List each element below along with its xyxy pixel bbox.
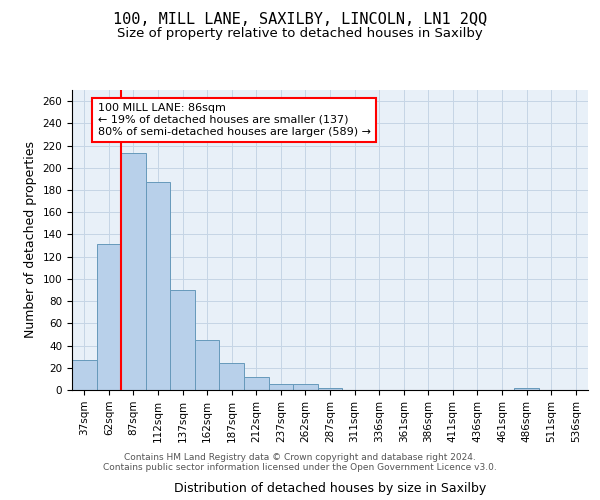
Text: 100 MILL LANE: 86sqm
← 19% of detached houses are smaller (137)
80% of semi-deta: 100 MILL LANE: 86sqm ← 19% of detached h… — [98, 104, 371, 136]
Text: Contains HM Land Registry data © Crown copyright and database right 2024.
Contai: Contains HM Land Registry data © Crown c… — [103, 453, 497, 472]
Bar — [514, 388, 539, 390]
Bar — [195, 340, 220, 390]
Bar — [97, 244, 121, 390]
Y-axis label: Number of detached properties: Number of detached properties — [24, 142, 37, 338]
Text: 100, MILL LANE, SAXILBY, LINCOLN, LN1 2QQ: 100, MILL LANE, SAXILBY, LINCOLN, LN1 2Q… — [113, 12, 487, 28]
Bar — [244, 376, 269, 390]
Bar — [170, 290, 195, 390]
Bar — [220, 364, 244, 390]
Bar — [72, 360, 97, 390]
Bar — [269, 384, 293, 390]
Bar — [318, 388, 342, 390]
Bar — [121, 154, 146, 390]
Text: Size of property relative to detached houses in Saxilby: Size of property relative to detached ho… — [117, 28, 483, 40]
Bar — [293, 384, 318, 390]
Bar — [146, 182, 170, 390]
Text: Distribution of detached houses by size in Saxilby: Distribution of detached houses by size … — [174, 482, 486, 495]
